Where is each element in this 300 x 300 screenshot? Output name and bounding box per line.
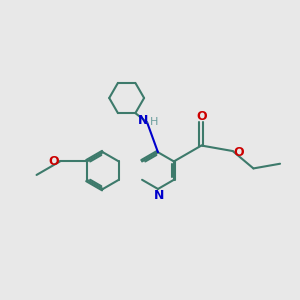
Text: O: O	[233, 146, 244, 159]
Text: H: H	[149, 117, 158, 128]
Text: N: N	[138, 114, 149, 128]
Text: N: N	[154, 189, 165, 202]
Text: O: O	[196, 110, 207, 123]
Text: O: O	[49, 155, 59, 168]
